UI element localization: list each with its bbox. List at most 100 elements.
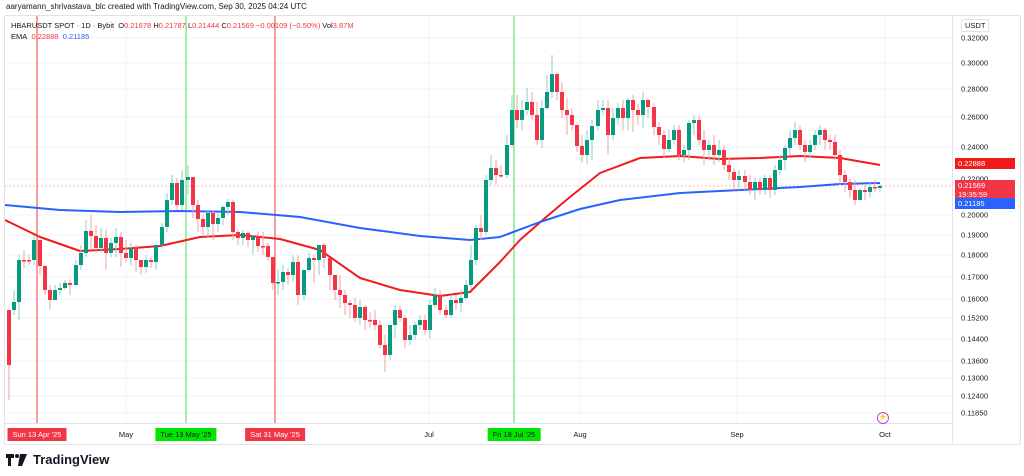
candle-body bbox=[838, 155, 842, 175]
ema-fast-line bbox=[5, 155, 881, 297]
candle-body bbox=[873, 187, 877, 189]
candle-body bbox=[32, 240, 36, 260]
price-axis[interactable]: USDT 0.32000 0.30000 0.28000 0.26000 0.24000… bbox=[952, 16, 1020, 443]
candle-body bbox=[373, 320, 377, 325]
candle-body bbox=[53, 290, 57, 300]
open-value: 0.21678 bbox=[124, 21, 152, 30]
candle-body bbox=[464, 285, 468, 298]
candle-body bbox=[38, 240, 42, 266]
candle-body bbox=[697, 120, 701, 140]
candle-body bbox=[590, 126, 594, 140]
tradingview-logo-icon bbox=[6, 453, 27, 466]
candle-body bbox=[813, 135, 817, 145]
candle-body bbox=[479, 228, 483, 232]
candle-body bbox=[712, 145, 716, 155]
candle-body bbox=[114, 237, 118, 243]
candle-body bbox=[828, 140, 832, 142]
time-tick-label: Sep bbox=[730, 430, 744, 439]
currency-unit-label[interactable]: USDT bbox=[961, 19, 990, 32]
ema-label[interactable]: EMA bbox=[11, 32, 28, 41]
candle-body bbox=[408, 335, 412, 340]
time-axis[interactable]: May Jul Aug Sep Oct Sun 13 Apr '25 Tue 13 May … bbox=[5, 423, 952, 444]
candle-body bbox=[58, 288, 62, 290]
time-tick-label: May bbox=[118, 430, 134, 439]
candle-body bbox=[236, 232, 240, 238]
price-tick-label: 0.13600 bbox=[961, 356, 989, 366]
candle-body bbox=[438, 295, 442, 310]
candle-body bbox=[469, 260, 473, 285]
candle-body bbox=[154, 245, 158, 262]
date-marker-label: Tue 13 May '25 bbox=[155, 428, 217, 441]
price-tick-label: 0.24000 bbox=[961, 142, 989, 152]
candle-body bbox=[368, 320, 372, 322]
candle-body bbox=[459, 298, 463, 303]
candle-body bbox=[555, 74, 559, 92]
candle-body bbox=[778, 160, 782, 170]
candle-body bbox=[281, 272, 285, 282]
candle-body bbox=[89, 231, 93, 236]
candle-body bbox=[160, 227, 164, 245]
candle-body bbox=[7, 310, 11, 365]
candle-body bbox=[687, 123, 691, 150]
candle-body bbox=[601, 108, 605, 110]
low-label: L bbox=[187, 21, 193, 30]
candle-body bbox=[535, 115, 539, 140]
candle-body bbox=[788, 138, 792, 148]
candle-body bbox=[702, 140, 706, 150]
high-value: 0.21787 bbox=[158, 21, 186, 30]
candle-body bbox=[570, 115, 574, 125]
price-tick-label: 0.12400 bbox=[961, 391, 989, 401]
candle-body bbox=[858, 190, 862, 200]
candle-body bbox=[626, 100, 630, 118]
candle-body bbox=[818, 130, 822, 135]
candle-body bbox=[291, 262, 295, 275]
candle-body bbox=[611, 118, 615, 135]
ema-slow-value: 0.21185 bbox=[62, 32, 90, 41]
price-marker-label: 0.21185 bbox=[955, 198, 1015, 209]
candle-body bbox=[505, 145, 509, 175]
price-marker-label: 0.22888 bbox=[955, 158, 1015, 169]
price-tick-label: 0.20000 bbox=[961, 210, 989, 220]
candle-body bbox=[863, 190, 867, 192]
candle-body bbox=[692, 120, 696, 123]
candle-body bbox=[124, 253, 128, 258]
candle-body bbox=[727, 165, 731, 172]
open-label: O bbox=[118, 21, 125, 30]
chart-plot-area[interactable] bbox=[5, 16, 952, 423]
candle-body bbox=[363, 307, 367, 320]
chart-frame bbox=[4, 15, 1021, 445]
candle-body bbox=[489, 168, 493, 180]
candle-body bbox=[621, 108, 625, 118]
candle-body bbox=[631, 100, 635, 110]
candle-body bbox=[413, 325, 417, 335]
candle-body bbox=[206, 213, 210, 227]
candle-body bbox=[793, 130, 797, 138]
symbol-label[interactable]: HBARUSDT SPOT · 1D · Bybit bbox=[11, 21, 115, 30]
candle-body bbox=[510, 110, 514, 145]
chart-credit: aaryamann_shrivastava_blc created with T… bbox=[6, 2, 307, 11]
time-tick-label: Jul bbox=[424, 430, 434, 439]
price-tick-label: 0.14400 bbox=[961, 334, 989, 344]
candle-body bbox=[753, 182, 757, 190]
candle-body bbox=[144, 260, 148, 267]
candle-body bbox=[27, 260, 31, 262]
chart-legend: HBARUSDT SPOT · 1D · Bybit O0.21678 H0.2… bbox=[11, 20, 354, 42]
date-marker-label: Sun 13 Apr '25 bbox=[7, 428, 67, 441]
candle-body bbox=[853, 190, 857, 200]
lightning-event-icon[interactable]: ⚡ bbox=[877, 412, 889, 424]
candle-body bbox=[317, 245, 321, 260]
candle-body bbox=[307, 258, 311, 270]
candle-body bbox=[474, 228, 478, 260]
candle-body bbox=[748, 182, 752, 190]
date-marker-label: Sat 31 May '25 bbox=[245, 428, 305, 441]
candle-body bbox=[348, 303, 352, 305]
price-tick-label: 0.17000 bbox=[961, 272, 989, 282]
candle-body bbox=[12, 302, 16, 310]
candle-body bbox=[606, 108, 610, 135]
price-marker-label: 0.21569 19:35:59 bbox=[955, 180, 1015, 200]
candle-body bbox=[322, 245, 326, 258]
candle-body bbox=[216, 218, 220, 224]
candle-body bbox=[565, 110, 569, 115]
candle-body bbox=[68, 283, 72, 285]
candle-body bbox=[241, 233, 245, 238]
